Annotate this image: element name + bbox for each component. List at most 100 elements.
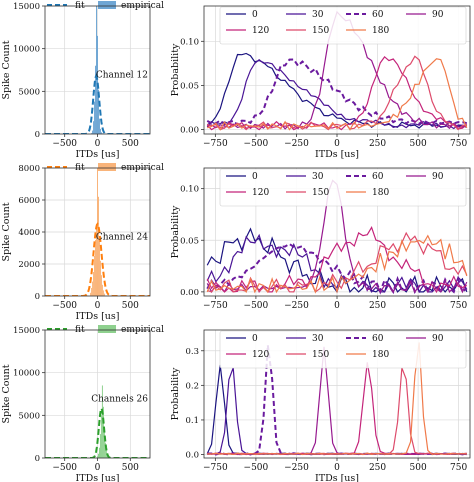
histogram-bar (94, 101, 96, 134)
legend-label-150: 150 (312, 188, 329, 198)
histogram-bar (93, 121, 95, 134)
x-tick-label: −250 (284, 301, 309, 311)
histogram-bar (95, 65, 97, 134)
y-tick-label: 0.10 (180, 185, 199, 195)
y-tick-label: 0.00 (180, 126, 199, 136)
legend-empirical-swatch (98, 163, 116, 171)
legend-label-120: 120 (252, 350, 269, 360)
channel-annotation: Channel 24 (96, 233, 148, 243)
legend-box (219, 6, 467, 45)
x-axis-label: ITDs [us] (315, 473, 359, 482)
x-tick-label: −500 (52, 301, 77, 311)
x-tick-label: 0 (334, 301, 340, 311)
legend-label-60: 60 (372, 334, 384, 344)
channel-annotation: Channels 26 (91, 395, 148, 405)
x-tick-label: −750 (203, 139, 228, 149)
series-line-30 (206, 59, 467, 130)
legend-label-120: 120 (252, 188, 269, 198)
prob-panel-1: 0 30 60 90 120 150 180 −750 −500 −250 0 250 500 750 0.… (170, 167, 471, 311)
histogram-bar (98, 447, 100, 458)
series-line-180 (207, 58, 468, 131)
x-tick-label: 750 (450, 139, 467, 149)
x-tick-label: 500 (122, 301, 139, 311)
plot-area (45, 6, 150, 134)
x-tick-label: −750 (203, 463, 228, 473)
y-tick-label: 2000 (18, 260, 40, 270)
histogram-bar (92, 281, 94, 296)
legend: 0 30 60 90 120 150 180 (219, 330, 467, 369)
y-tick-label: 6000 (18, 196, 40, 206)
histogram-bar (92, 130, 94, 134)
x-tick-label: 750 (450, 301, 467, 311)
y-tick-label: 10000 (13, 369, 40, 379)
histogram-bar (99, 434, 101, 458)
y-tick-label: 0.0 (185, 451, 199, 461)
histogram-bar (90, 292, 92, 296)
histogram-bar (104, 442, 106, 458)
channel-annotation: Channel 12 (96, 71, 148, 81)
plot-area (45, 168, 150, 296)
histogram-bar (100, 275, 102, 296)
fit-curve (45, 405, 150, 458)
legend-label-150: 150 (312, 26, 329, 36)
histogram-bar (103, 293, 105, 296)
y-tick-label: 0.2 (185, 381, 199, 391)
x-axis-label: ITDs [us] (75, 149, 119, 160)
series-line-180 (206, 234, 468, 294)
x-tick-label: 500 (410, 301, 427, 311)
series-line-120 (206, 55, 468, 131)
legend: 0 30 60 90 120 150 180 (219, 6, 467, 45)
histogram-bar (97, 456, 98, 458)
series-line-120 (206, 226, 468, 294)
legend-label-150: 150 (312, 350, 329, 360)
x-tick-label: 750 (450, 463, 467, 473)
legend-label-30: 30 (312, 334, 324, 344)
legend-empirical-swatch (98, 1, 116, 9)
x-tick-label: −250 (284, 463, 309, 473)
plot-area (206, 342, 467, 456)
x-tick-label: −500 (52, 463, 77, 473)
legend-label-0: 0 (252, 334, 258, 344)
histogram-bar (96, 224, 98, 296)
histogram-bar (101, 385, 103, 458)
x-tick-label: 0 (95, 301, 101, 311)
legend-label-180: 180 (372, 188, 389, 198)
histogram-bar (95, 240, 97, 296)
histogram-bar (97, 89, 99, 134)
legend-box (219, 330, 467, 369)
legend-label-30: 30 (312, 10, 324, 20)
prob-panel-2: 0 30 60 90 120 150 180 −750 −500 −250 0 250 500 750 0.… (170, 329, 471, 482)
legend-label-180: 180 (372, 350, 389, 360)
histogram-bar (101, 284, 103, 296)
legend-label-120: 120 (252, 26, 269, 36)
x-tick-label: −500 (244, 463, 269, 473)
legend-label-60: 60 (372, 172, 384, 182)
y-tick-label: 0 (35, 292, 40, 302)
y-tick-label: 15000 (13, 326, 40, 336)
y-tick-label: 0.00 (180, 288, 199, 298)
series-line-180 (207, 342, 467, 456)
series-line-60 (206, 58, 467, 127)
histogram-bar (100, 132, 102, 134)
x-tick-label: −500 (244, 139, 269, 149)
histogram-bar (97, 453, 99, 458)
plot-area (206, 10, 468, 131)
y-tick-label: 0 (35, 130, 40, 140)
y-tick-label: 10000 (13, 45, 40, 55)
x-tick-label: 250 (369, 301, 386, 311)
y-tick-label: 0.10 (180, 37, 199, 47)
histogram-bar (97, 196, 99, 296)
histogram-bar (91, 133, 93, 134)
y-tick-label: 0.05 (180, 81, 199, 91)
y-tick-label: 5000 (18, 411, 40, 421)
y-tick-label: 8000 (18, 164, 40, 174)
x-tick-label: 500 (410, 139, 427, 149)
histogram-bar (98, 118, 100, 134)
histogram-bar (97, 168, 98, 296)
legend-label-90: 90 (432, 172, 444, 182)
histogram-bar (102, 406, 104, 458)
histogram-bar (99, 128, 101, 134)
y-axis-label: Probability (170, 367, 181, 420)
